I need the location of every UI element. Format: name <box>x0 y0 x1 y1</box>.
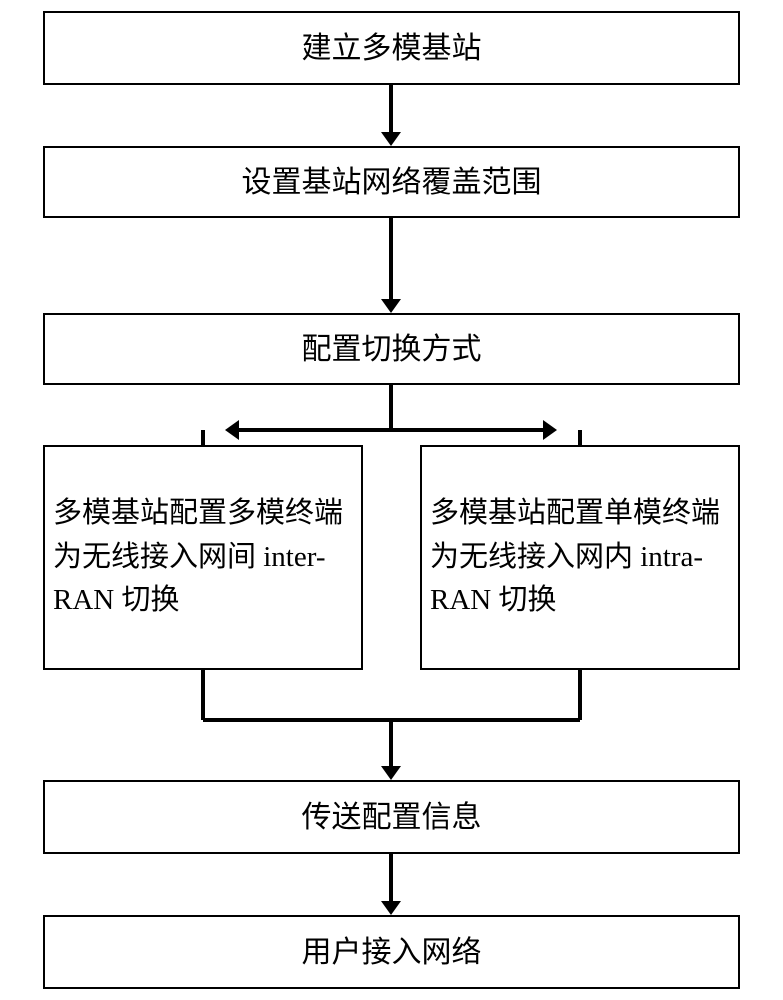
node-label: 多模基站配置多模终端为无线接入网间 inter-RAN 切换 <box>53 492 353 623</box>
flowchart-node-establish: 建立多模基站 <box>43 11 740 85</box>
flowchart-node-coverage: 设置基站网络覆盖范围 <box>43 146 740 218</box>
flowchart-node-user-access: 用户接入网络 <box>43 915 740 989</box>
node-label: 多模基站配置单模终端为无线接入网内 intra-RAN 切换 <box>430 492 730 623</box>
node-label: 配置切换方式 <box>302 327 482 372</box>
flowchart-node-transmit-config: 传送配置信息 <box>43 780 740 854</box>
node-label: 建立多模基站 <box>302 26 482 71</box>
node-label: 用户接入网络 <box>302 930 482 975</box>
flowchart-node-inter-ran: 多模基站配置多模终端为无线接入网间 inter-RAN 切换 <box>43 445 363 670</box>
flowchart-node-intra-ran: 多模基站配置单模终端为无线接入网内 intra-RAN 切换 <box>420 445 740 670</box>
node-label: 传送配置信息 <box>302 795 482 840</box>
flowchart-node-configure-switch: 配置切换方式 <box>43 313 740 385</box>
node-label: 设置基站网络覆盖范围 <box>242 160 542 205</box>
